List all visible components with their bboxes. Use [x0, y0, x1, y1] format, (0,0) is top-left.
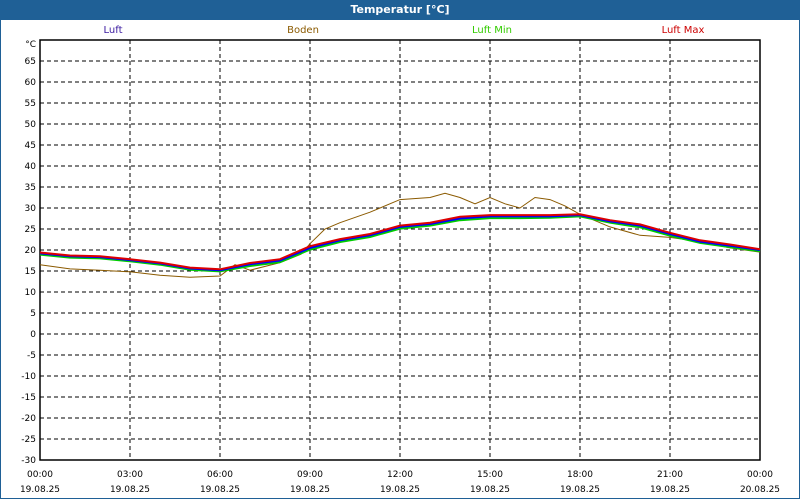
y-tick-label: 55: [25, 99, 36, 109]
y-tick-label: 60: [25, 78, 37, 88]
y-tick-label: 10: [25, 288, 37, 298]
legend-luft: Luft: [103, 25, 123, 36]
y-tick-label: 40: [25, 162, 37, 172]
window-title: Temperatur [°C]: [0, 0, 800, 20]
x-tick-time: 00:00: [747, 470, 773, 480]
y-axis-unit: °C: [25, 40, 36, 50]
x-tick-date: 19.08.25: [290, 485, 330, 495]
series-line-luft-max: [39, 213, 761, 271]
y-tick-label: -15: [21, 393, 36, 403]
x-tick-time: 21:00: [657, 470, 683, 480]
x-tick-time: 18:00: [567, 470, 593, 480]
y-tick-label: 30: [25, 204, 37, 214]
legend-boden: Boden: [287, 25, 319, 36]
y-tick-label: -20: [21, 414, 36, 424]
legend-luft-min: Luft Min: [472, 25, 512, 36]
x-tick-date: 19.08.25: [380, 485, 420, 495]
y-tick-label: 5: [30, 309, 36, 319]
x-tick-date: 19.08.25: [110, 485, 150, 495]
y-tick-label: -25: [21, 435, 36, 445]
y-tick-label: 65: [25, 57, 36, 67]
x-tick-time: 15:00: [477, 470, 503, 480]
series-line-luft-min: [39, 215, 761, 273]
y-tick-label: -10: [21, 372, 36, 382]
x-tick-date: 19.08.25: [560, 485, 600, 495]
x-tick-date: 19.08.25: [200, 485, 240, 495]
series-line-boden: [39, 192, 761, 278]
legend-luft-max: Luft Max: [661, 25, 705, 36]
x-tick-date: 19.08.25: [650, 485, 690, 495]
x-tick-time: 12:00: [387, 470, 413, 480]
x-tick-time: 06:00: [207, 470, 233, 480]
y-tick-label: 25: [25, 225, 36, 235]
x-tick-time: 00:00: [27, 470, 53, 480]
y-tick-label: -5: [27, 351, 36, 361]
x-tick-date: 19.08.25: [470, 485, 510, 495]
y-tick-label: 15: [25, 267, 36, 277]
y-tick-label: 20: [25, 246, 37, 256]
x-tick-date: 20.08.25: [740, 485, 780, 495]
x-tick-date: 19.08.25: [20, 485, 60, 495]
y-tick-label: 35: [25, 183, 36, 193]
y-tick-label: 45: [25, 141, 36, 151]
y-tick-label: -30: [21, 456, 36, 466]
y-tick-label: 50: [25, 120, 37, 130]
y-tick-label: 0: [30, 330, 36, 340]
x-tick-time: 03:00: [117, 470, 143, 480]
x-tick-time: 09:00: [297, 470, 323, 480]
